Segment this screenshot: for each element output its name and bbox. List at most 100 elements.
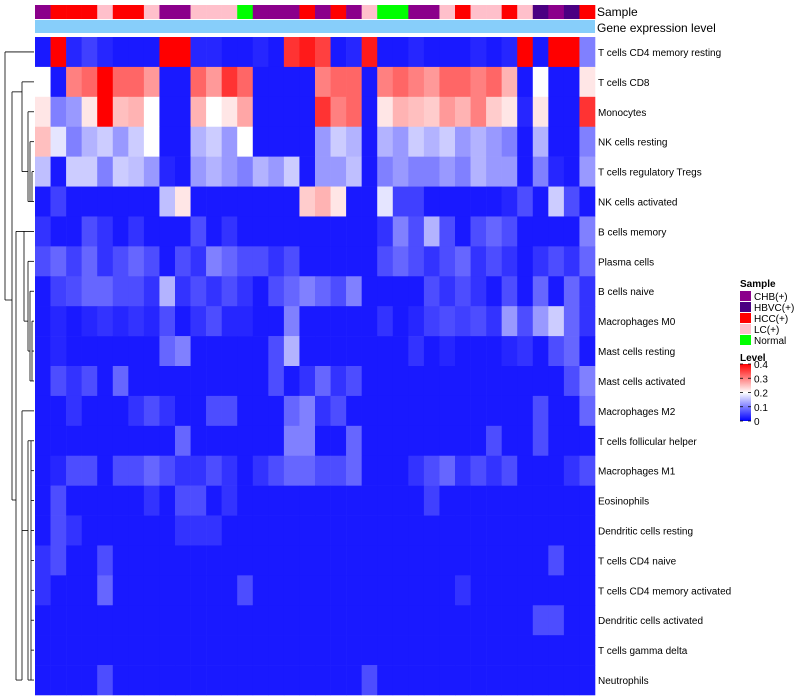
heatmap-cell [252, 126, 269, 157]
heatmap-cell [35, 336, 51, 367]
heatmap-cell [175, 276, 191, 307]
heatmap-cell [112, 37, 129, 68]
heatmap-cell [81, 665, 98, 696]
heatmap-cell [35, 216, 51, 247]
heatmap-cell [532, 425, 549, 457]
heatmap-cell [408, 425, 425, 457]
heatmap-cell [439, 37, 456, 68]
heatmap-cell [563, 575, 580, 606]
heatmap-cell [221, 665, 238, 696]
heatmap-cell [112, 156, 129, 187]
heatmap-cell [112, 515, 129, 546]
heatmap-cell [439, 126, 456, 157]
heatmap-cell [330, 366, 347, 397]
heatmap-cell [346, 186, 362, 217]
heatmap-cell [315, 306, 331, 337]
heatmap-cell [159, 276, 176, 307]
heatmap-cell [237, 186, 254, 217]
heatmap-cell [408, 156, 425, 187]
heatmap-cell [486, 545, 502, 576]
sample-annotation-cell [486, 5, 502, 19]
heatmap-cell [563, 186, 580, 217]
heatmap-cell [346, 635, 362, 666]
heatmap-cell [408, 366, 425, 397]
heatmap-cell [548, 186, 565, 217]
heatmap-cell [50, 635, 67, 666]
heatmap-cell [532, 515, 549, 546]
heatmap-cell [532, 395, 549, 427]
heatmap-cell [97, 395, 114, 427]
heatmap-cell [408, 186, 425, 217]
heatmap-cell [190, 455, 207, 486]
heatmap-cell [66, 276, 82, 307]
row-label: T cells CD4 memory activated [598, 586, 731, 597]
heatmap-cell [517, 605, 534, 636]
heatmap-cell [377, 306, 394, 337]
level-tick-label: 0.1 [754, 403, 768, 414]
heatmap-cell [486, 455, 502, 486]
heatmap-cell [283, 425, 300, 457]
heatmap-cell [237, 276, 254, 307]
heatmap-cell [283, 66, 300, 98]
heatmap-cell [81, 395, 98, 427]
heatmap-cell [190, 186, 207, 217]
heatmap-cell [315, 66, 331, 98]
heatmap-cell [35, 395, 51, 427]
heatmap-cell [408, 306, 425, 337]
heatmap-cell [268, 605, 285, 636]
heatmap-cell [175, 455, 191, 486]
heatmap-cell [486, 665, 502, 696]
heatmap-cell [439, 156, 456, 187]
sample-annotation-cell [206, 5, 222, 19]
heatmap-cell [81, 336, 98, 367]
heatmap-cell [563, 336, 580, 367]
heatmap-cell [143, 605, 160, 636]
heatmap-cell [190, 395, 207, 427]
heatmap-cell [563, 425, 580, 457]
heatmap-cell [346, 395, 362, 427]
level-colorbar [740, 364, 751, 421]
heatmap-cell [455, 186, 471, 217]
heatmap-cell [548, 395, 565, 427]
heatmap-cell [377, 37, 394, 68]
heatmap-cell [392, 665, 409, 696]
heatmap-cell [423, 37, 440, 68]
heatmap-cell [35, 665, 51, 696]
heatmap-cell [579, 665, 596, 696]
heatmap-cell [50, 186, 67, 217]
sample-annotation-cell [237, 5, 254, 19]
heatmap-cell [206, 96, 222, 128]
row-label: NK cells resting [598, 138, 667, 149]
heatmap-cell [112, 246, 129, 277]
heatmap-cell [66, 665, 82, 696]
heatmap-cell [330, 455, 347, 486]
heatmap-cell [486, 306, 502, 337]
row-label: Macrophages M1 [598, 467, 676, 478]
heatmap-cell [112, 395, 129, 427]
heatmap-cell [252, 186, 269, 217]
heatmap-cell [563, 395, 580, 427]
heatmap-cell [35, 126, 51, 157]
heatmap-cell [159, 37, 176, 68]
heatmap-cell [283, 336, 300, 367]
heatmap-cell [423, 425, 440, 457]
heatmap-cell [563, 276, 580, 307]
heatmap-cell [159, 126, 176, 157]
heatmap-cell [283, 665, 300, 696]
heatmap-cell [299, 635, 316, 666]
heatmap-cell [50, 336, 67, 367]
heatmap-cell [486, 336, 502, 367]
heatmap-cell [35, 276, 51, 307]
heatmap-cell [237, 425, 254, 457]
heatmap-cell [283, 216, 300, 247]
heatmap-cell [346, 276, 362, 307]
heatmap-cell [392, 306, 409, 337]
heatmap-cell [299, 37, 316, 68]
heatmap-cell [143, 665, 160, 696]
heatmap-cell [35, 66, 51, 98]
heatmap-cell [470, 635, 487, 666]
heatmap-cell [392, 605, 409, 636]
heatmap-cell [408, 276, 425, 307]
heatmap-cell [237, 635, 254, 666]
heatmap-cell [548, 306, 565, 337]
